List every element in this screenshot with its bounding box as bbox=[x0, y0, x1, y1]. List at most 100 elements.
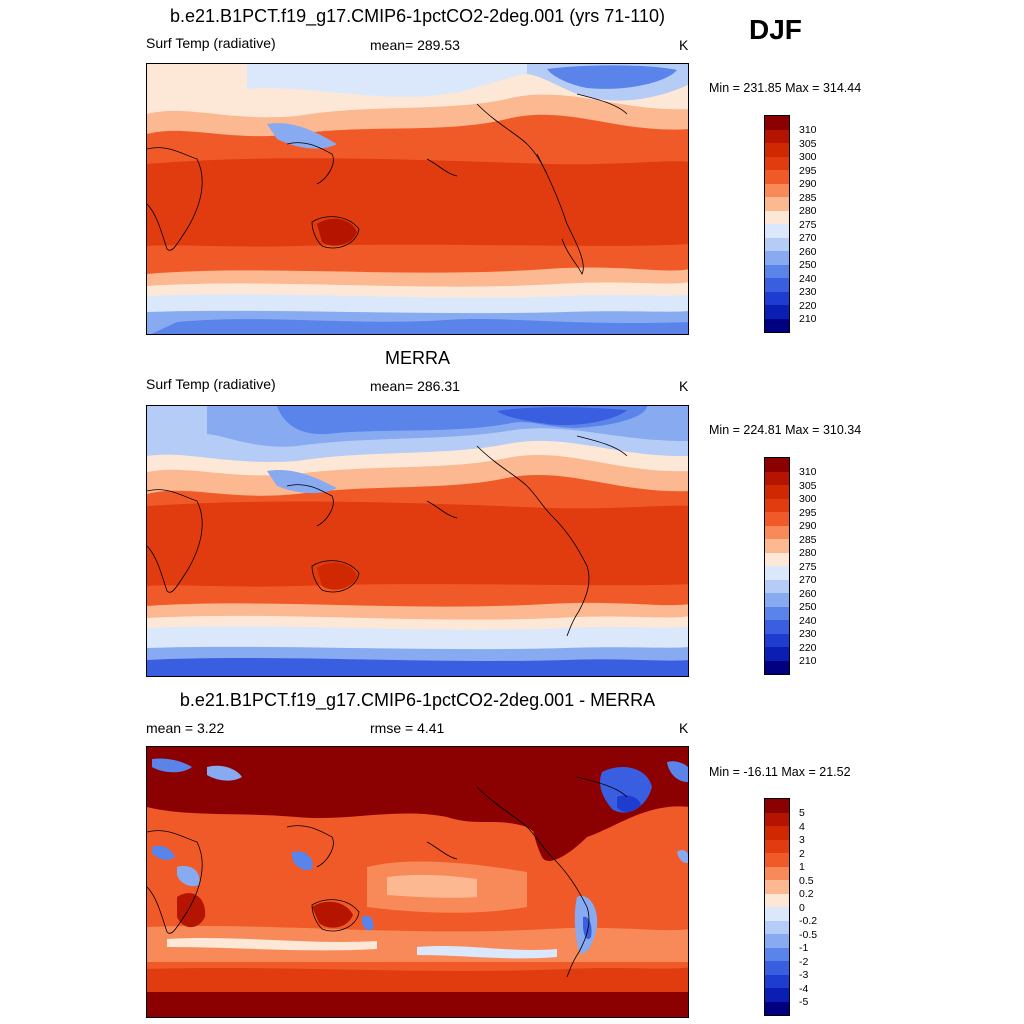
colorbar-tick-label: 5 bbox=[799, 807, 805, 819]
colorbar-tick-label: 305 bbox=[799, 137, 817, 150]
colorbar-tick-label: 270 bbox=[799, 232, 817, 244]
panel-3-mean-label: mean = 3.22 bbox=[146, 720, 225, 736]
colorbar-swatch bbox=[765, 934, 789, 948]
panel-3-units: K bbox=[679, 720, 689, 736]
colorbar-swatch bbox=[765, 251, 789, 265]
colorbar-swatch bbox=[765, 498, 789, 512]
colorbar-swatch bbox=[765, 1001, 789, 1015]
colorbar-tick-label: 260 bbox=[799, 245, 817, 258]
colorbar-tick-label: -5 bbox=[799, 996, 809, 1008]
colorbar-swatch bbox=[765, 947, 789, 961]
colorbar-swatch bbox=[765, 485, 789, 499]
colorbar-swatch bbox=[765, 305, 789, 319]
colorbar-tick-label: 270 bbox=[799, 574, 817, 586]
colorbar-tick-label: 250 bbox=[799, 601, 817, 613]
panel-3-title: b.e21.B1PCT.f19_g17.CMIP6-1pctCO2-2deg.0… bbox=[179, 690, 656, 710]
colorbar-swatch bbox=[765, 156, 789, 170]
panel-1-mean-label: mean= 289.53 bbox=[370, 37, 460, 53]
panel-2-minmax: Min = 224.81 Max = 310.34 bbox=[709, 423, 862, 437]
colorbar-tick-label: 210 bbox=[799, 655, 817, 667]
panel-1-units: K bbox=[679, 37, 689, 53]
colorbar-swatch bbox=[765, 988, 789, 1002]
colorbar-swatch bbox=[765, 866, 789, 880]
panel-2-units: K bbox=[679, 378, 689, 394]
colorbar-tick-label: 3 bbox=[799, 834, 805, 846]
colorbar-tick-label: -2 bbox=[799, 955, 809, 968]
panel-1-map bbox=[146, 63, 689, 335]
season-label: DJF bbox=[749, 14, 802, 45]
panel-3-minmax: Min = -16.11 Max = 21.52 bbox=[709, 765, 851, 779]
colorbar-swatch bbox=[765, 812, 789, 826]
colorbar-swatch bbox=[765, 961, 789, 975]
panel-1-colorbar bbox=[764, 115, 790, 333]
colorbar-tick-label: 305 bbox=[799, 479, 817, 492]
panel-3-colorbar bbox=[764, 798, 790, 1016]
colorbar-swatch bbox=[765, 237, 789, 251]
colorbar-tick-label: 220 bbox=[799, 641, 817, 654]
colorbar-tick-label: -0.5 bbox=[799, 928, 818, 941]
colorbar-tick-label: 2 bbox=[799, 847, 805, 860]
colorbar-swatch bbox=[765, 853, 789, 867]
colorbar-tick-label: -0.2 bbox=[799, 915, 818, 927]
colorbar-swatch bbox=[765, 458, 789, 472]
colorbar-tick-label: 310 bbox=[799, 124, 817, 136]
colorbar-swatch bbox=[765, 183, 789, 197]
colorbar-tick-label: 285 bbox=[799, 533, 817, 546]
colorbar-swatch bbox=[765, 318, 789, 332]
colorbar-tick-label: 250 bbox=[799, 259, 817, 271]
colorbar-swatch bbox=[765, 974, 789, 988]
colorbar-swatch bbox=[765, 552, 789, 566]
colorbar-tick-label: -4 bbox=[799, 982, 809, 995]
colorbar-tick-label: 230 bbox=[799, 628, 817, 640]
colorbar-swatch bbox=[765, 264, 789, 278]
panel-1-minmax: Min = 231.85 Max = 314.44 bbox=[709, 81, 862, 95]
colorbar-tick-label: 4 bbox=[799, 820, 805, 833]
colorbar-swatch bbox=[765, 210, 789, 224]
colorbar-tick-label: 0 bbox=[799, 901, 805, 914]
colorbar-swatch bbox=[765, 839, 789, 853]
colorbar-swatch bbox=[765, 826, 789, 840]
colorbar-tick-label: 240 bbox=[799, 614, 817, 627]
colorbar-tick-label: 0.2 bbox=[799, 888, 814, 900]
colorbar-swatch bbox=[765, 143, 789, 157]
colorbar-swatch bbox=[765, 893, 789, 907]
colorbar-tick-label: 295 bbox=[799, 506, 817, 519]
colorbar-swatch bbox=[765, 799, 789, 813]
colorbar-swatch bbox=[765, 579, 789, 593]
colorbar-tick-label: 300 bbox=[799, 493, 817, 505]
colorbar-swatch bbox=[765, 660, 789, 674]
colorbar-swatch bbox=[765, 633, 789, 647]
panel-2-title: MERRA bbox=[384, 348, 450, 368]
colorbar-tick-label: 295 bbox=[799, 164, 817, 177]
colorbar-tick-label: 230 bbox=[799, 286, 817, 298]
panel-3-map bbox=[146, 746, 689, 1018]
panel-2-mean-label: mean= 286.31 bbox=[370, 378, 460, 394]
colorbar-swatch bbox=[765, 880, 789, 894]
colorbar-tick-label: 260 bbox=[799, 587, 817, 600]
colorbar-tick-label: 275 bbox=[799, 218, 817, 231]
panel-1-variable-label: Surf Temp (radiative) bbox=[146, 35, 276, 51]
colorbar-swatch bbox=[765, 566, 789, 580]
colorbar-tick-label: 285 bbox=[799, 191, 817, 204]
panel-2-variable-label: Surf Temp (radiative) bbox=[146, 376, 276, 392]
colorbar-tick-label: 275 bbox=[799, 560, 817, 573]
colorbar-tick-label: -3 bbox=[799, 969, 809, 981]
colorbar-swatch bbox=[765, 647, 789, 661]
colorbar-swatch bbox=[765, 539, 789, 553]
colorbar-swatch bbox=[765, 512, 789, 526]
colorbar-swatch bbox=[765, 920, 789, 934]
colorbar-tick-label: 240 bbox=[799, 272, 817, 285]
colorbar-swatch bbox=[765, 197, 789, 211]
colorbar-swatch bbox=[765, 606, 789, 620]
colorbar-tick-label: 280 bbox=[799, 205, 817, 217]
colorbar-swatch bbox=[765, 116, 789, 130]
colorbar-swatch bbox=[765, 291, 789, 305]
colorbar-tick-label: -1 bbox=[799, 942, 809, 954]
colorbar-tick-label: 290 bbox=[799, 178, 817, 190]
panel-3-rmse-label: rmse = 4.41 bbox=[370, 720, 445, 736]
colorbar-swatch bbox=[765, 471, 789, 485]
panel-1-title: b.e21.B1PCT.f19_g17.CMIP6-1pctCO2-2deg.0… bbox=[170, 6, 665, 26]
colorbar-swatch bbox=[765, 170, 789, 184]
colorbar-swatch bbox=[765, 224, 789, 238]
colorbar-tick-label: 1 bbox=[799, 861, 805, 873]
